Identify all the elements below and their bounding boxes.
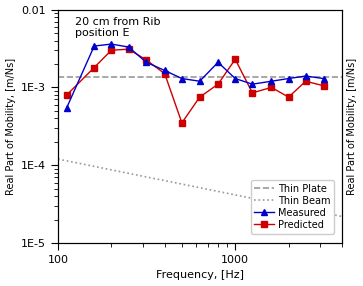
Measured — [109, 42, 114, 46]
Y-axis label: Real Part of Mobility, [m/Ns]: Real Part of Mobility, [m/Ns] — [347, 58, 358, 195]
Predicted — [163, 72, 167, 76]
Predicted — [92, 66, 97, 69]
Predicted — [269, 86, 274, 89]
Measured — [250, 82, 254, 86]
Measured — [197, 80, 202, 83]
Text: 20 cm from Rib
position E: 20 cm from Rib position E — [75, 17, 160, 38]
Predicted — [65, 93, 69, 97]
Predicted — [216, 82, 220, 86]
Measured — [233, 77, 237, 80]
Predicted — [126, 47, 131, 51]
Measured — [286, 77, 291, 80]
Predicted — [250, 91, 254, 95]
Legend: Thin Plate, Thin Beam, Measured, Predicted: Thin Plate, Thin Beam, Measured, Predict… — [250, 180, 334, 234]
Predicted — [233, 57, 237, 61]
Measured — [126, 45, 131, 49]
Measured — [303, 74, 308, 78]
Measured — [321, 77, 326, 80]
Measured — [269, 80, 274, 83]
Predicted — [109, 49, 114, 52]
Predicted — [180, 121, 184, 125]
Predicted — [303, 80, 308, 83]
X-axis label: Frequency, [Hz]: Frequency, [Hz] — [156, 271, 244, 281]
Predicted — [197, 96, 202, 99]
Line: Measured: Measured — [64, 41, 326, 110]
Measured — [180, 77, 184, 80]
Line: Predicted: Predicted — [64, 46, 326, 126]
Predicted — [144, 58, 148, 62]
Y-axis label: Real Part of Mobility, [m/Ns]: Real Part of Mobility, [m/Ns] — [5, 58, 16, 195]
Measured — [144, 61, 148, 64]
Measured — [92, 44, 97, 48]
Predicted — [321, 84, 326, 88]
Measured — [216, 61, 220, 64]
Predicted — [286, 96, 291, 99]
Measured — [163, 69, 167, 72]
Measured — [65, 106, 69, 109]
